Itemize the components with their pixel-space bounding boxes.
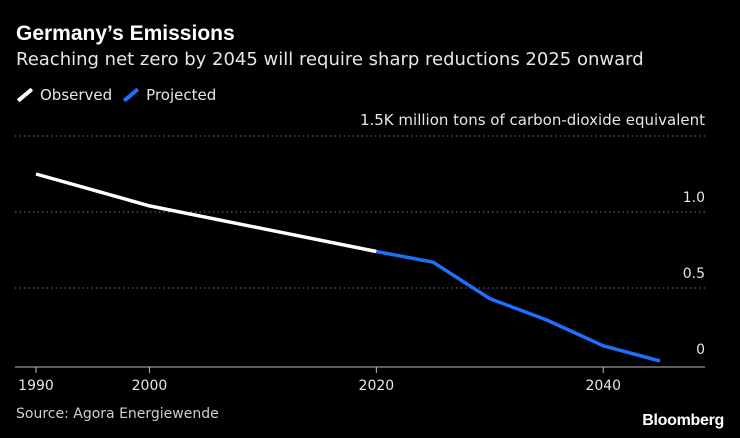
- source-note: Source: Agora Energiewende: [16, 406, 219, 422]
- x-tick-label: 2000: [132, 378, 168, 394]
- legend: Observed Projected: [16, 86, 226, 104]
- series-layer: [35, 172, 661, 363]
- brand-logo: Bloomberg: [642, 412, 724, 429]
- grid-layer: [15, 135, 705, 289]
- series-line-projected: [376, 249, 661, 363]
- x-tick-label: 2040: [585, 378, 621, 394]
- chart-subtitle: Reaching net zero by 2045 will require s…: [16, 49, 644, 70]
- x-tick-label: 2020: [359, 378, 395, 394]
- y-tick-label: 1.0: [683, 190, 705, 206]
- label-layer: 1.5K million tons of carbon-dioxide equi…: [18, 111, 705, 394]
- chart-title: Germany’s Emissions: [16, 22, 235, 45]
- y-unit-label: 1.5K million tons of carbon-dioxide equi…: [360, 111, 705, 129]
- legend-item-projected: Projected: [122, 86, 216, 104]
- x-tick-label: 1990: [18, 378, 54, 394]
- y-tick-label: 0: [696, 342, 705, 358]
- axis-layer: [15, 366, 705, 373]
- legend-label-projected: Projected: [146, 86, 217, 104]
- legend-item-observed: Observed: [16, 86, 112, 104]
- y-tick-label: 0.5: [683, 266, 705, 282]
- series-line-observed: [35, 172, 377, 254]
- legend-label-observed: Observed: [40, 86, 113, 104]
